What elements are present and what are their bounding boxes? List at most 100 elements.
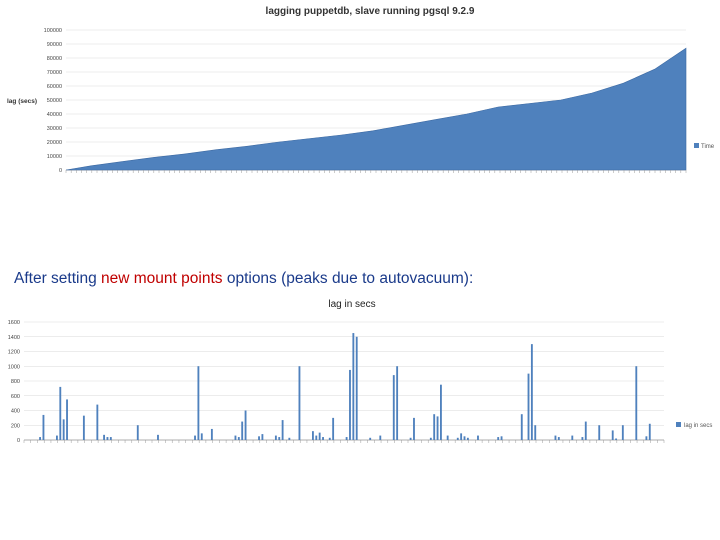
chart2-bar: [409, 437, 412, 440]
chart2-bar: [62, 419, 65, 440]
chart2-bar: [194, 435, 196, 440]
chart1-y-axis-label: lag (secs): [7, 98, 37, 105]
chart2-bar: [288, 437, 291, 440]
chart2-bar: [322, 437, 324, 440]
caption-highlight: new mount points: [101, 270, 223, 287]
chart2-bar: [237, 437, 240, 440]
chart2-bar: [581, 437, 584, 440]
chart2-bar: [318, 432, 321, 440]
chart2-y-tick-labels: 0 200 400 600 800 1000 1200 1400 1600: [8, 320, 20, 444]
chart2-bar: [379, 435, 382, 440]
chart2-bar: [332, 417, 335, 440]
chart2-bar: [244, 410, 247, 440]
chart2-bar: [241, 421, 244, 440]
chart2-bar: [463, 436, 466, 440]
chart2-bar: [103, 434, 106, 440]
chart2-bar: [456, 437, 459, 440]
chart2-bar: [82, 415, 85, 440]
chart2-bar: [500, 436, 503, 440]
chart2-bar: [298, 366, 301, 440]
chart2-bar: [392, 375, 395, 440]
chart2-bar: [261, 434, 264, 440]
chart2-bar: [530, 344, 533, 440]
chart1-y-tick-labels: 0 10000 20000 30000 40000 50000 60000 70000 8000…: [44, 28, 62, 174]
chart1-y-tick-label: 20000: [47, 140, 62, 146]
chart1-y-tick-label: 90000: [47, 42, 62, 48]
chart2-bar: [157, 434, 159, 440]
chart1-y-tick-label: 30000: [47, 126, 62, 132]
chart1-y-tick-label: 10000: [47, 154, 62, 160]
chart2-bar: [477, 435, 479, 440]
chart1-y-tick-label: 60000: [47, 84, 62, 90]
chart2-bar: [328, 437, 331, 440]
chart1-y-tick-label: 50000: [47, 98, 62, 104]
chart2-bar: [106, 437, 109, 440]
chart2-y-tick-label: 1000: [8, 364, 20, 370]
chart2-bar: [352, 333, 355, 440]
chart2-gridlines: [24, 321, 664, 441]
chart2-bar: [200, 433, 203, 440]
chart2-bar: [635, 366, 638, 440]
chart2-bar: [446, 435, 449, 440]
chart2-bar: [258, 436, 260, 440]
chart2-bar: [136, 425, 139, 440]
chart1-y-tick-label: 70000: [47, 70, 62, 76]
chart2-bar: [278, 437, 281, 440]
chart2-bar: [281, 420, 284, 440]
chart1-y-tick-label: 0: [59, 168, 62, 174]
chart2-bar: [645, 436, 648, 440]
chart-lagging-puppetdb: lagging puppetdb, slave running pgsql 9.…: [0, 0, 720, 266]
chart2-title: lag in secs: [328, 299, 375, 310]
chart2-bar: [466, 437, 469, 440]
chart2-y-tick-label: 200: [11, 423, 20, 429]
chart2-legend: lag in secs: [676, 422, 712, 429]
chart2-bar: [460, 433, 463, 440]
chart2-y-tick-label: 600: [11, 394, 20, 400]
chart2-bar: [497, 437, 500, 440]
chart2-bar: [413, 417, 415, 440]
chart1-legend-label: Time: [701, 144, 715, 150]
chart2-series: [39, 333, 651, 440]
chart2-bar: [42, 414, 45, 440]
chart2-bar: [274, 435, 277, 440]
chart2-bar: [557, 437, 560, 440]
chart2-y-tick-label: 400: [11, 409, 20, 415]
chart1-legend: Time: [694, 143, 715, 150]
chart2-bar: [433, 414, 436, 440]
chart2-bar: [96, 404, 99, 440]
chart2-bar: [648, 423, 651, 440]
chart2-bar: [527, 373, 530, 440]
chart2-y-tick-label: 1200: [8, 350, 20, 356]
chart2-bar: [197, 366, 200, 440]
chart2-bar: [429, 437, 432, 440]
chart1-x-tick-marks: [65, 170, 687, 173]
chart1-title: lagging puppetdb, slave running pgsql 9.…: [266, 6, 475, 17]
chart2-bar: [369, 437, 372, 440]
chart2-bar: [109, 437, 112, 440]
chart1-y-tick-label: 80000: [47, 56, 62, 62]
chart2-y-tick-label: 800: [11, 379, 20, 385]
chart2-bar: [584, 421, 587, 440]
chart2-y-tick-label: 0: [17, 438, 20, 444]
chart1-y-tick-label: 100000: [44, 28, 62, 34]
chart2-background: [0, 292, 720, 540]
chart2-bar: [436, 416, 439, 440]
chart2-bar: [56, 435, 58, 440]
chart2-bar: [39, 437, 42, 440]
chart2-y-tick-label: 1400: [8, 335, 20, 341]
chart-lag-in-secs: lag in secs 0 200 400 600 800 1000 1200 1400 160…: [0, 292, 720, 540]
chart2-bar: [345, 437, 348, 440]
chart2-y-tick-label: 1600: [8, 320, 20, 326]
chart2-bar: [611, 430, 614, 440]
chart2-legend-label: lag in secs: [684, 423, 712, 429]
chart2-bar: [396, 366, 399, 440]
chart1-legend-swatch: [694, 143, 699, 148]
chart1-y-tick-label: 40000: [47, 112, 62, 118]
chart2-bar: [571, 435, 574, 440]
chart2-bar: [234, 435, 237, 440]
chart2-bar: [66, 399, 68, 440]
chart2-bar: [440, 384, 442, 440]
caption-part-1: After setting: [14, 270, 102, 287]
caption-part-2: options (peaks due to autovacuum):: [222, 270, 474, 287]
chart2-bar: [312, 431, 314, 440]
